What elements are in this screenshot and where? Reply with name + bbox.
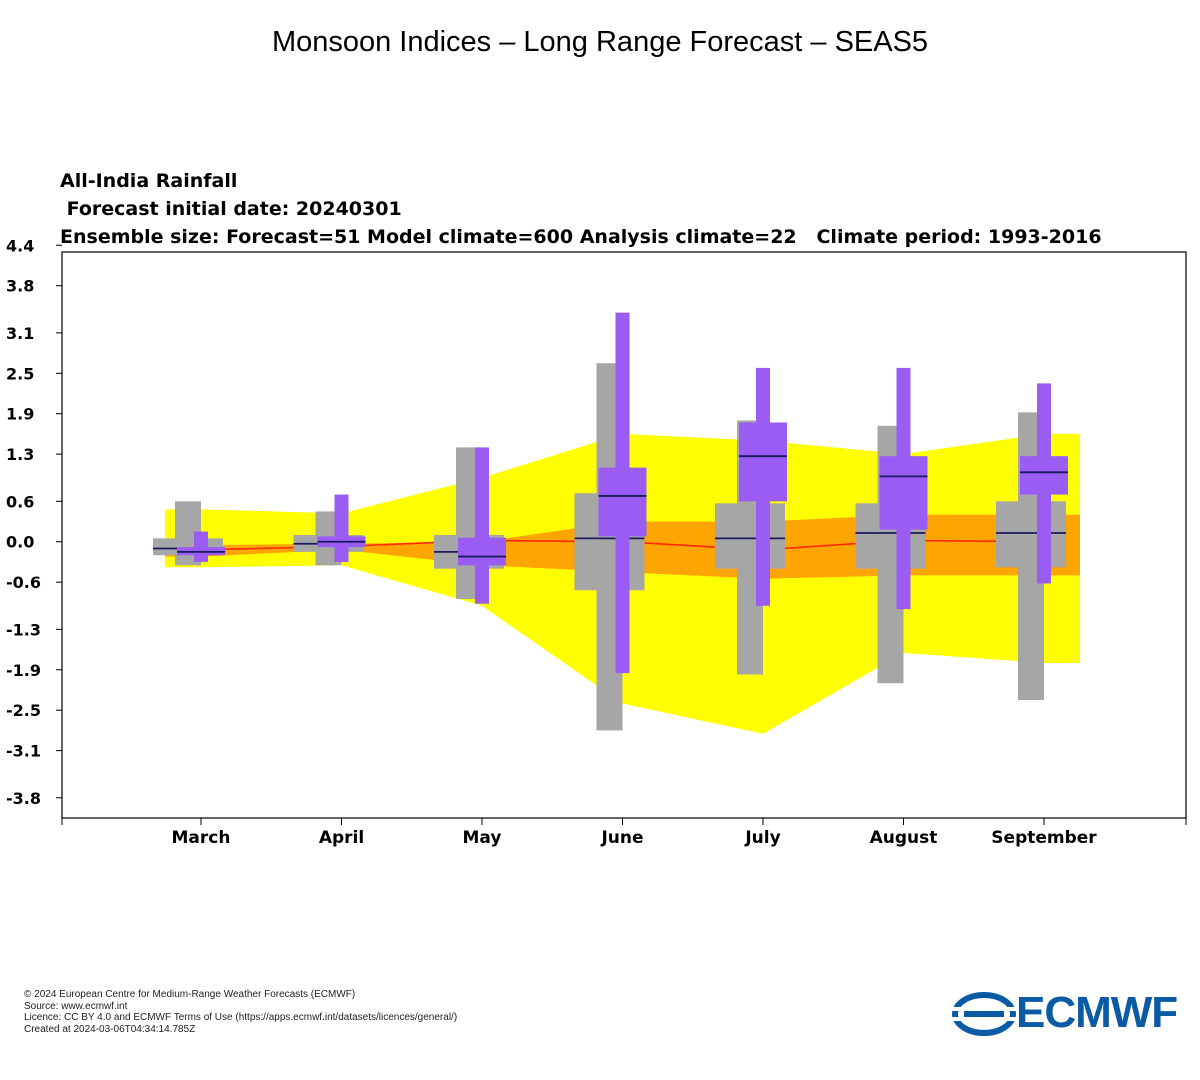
forecast-box-3: [598, 467, 647, 537]
footer-copyright: © 2024 European Centre for Medium-Range …: [24, 989, 356, 1000]
y-tick-label-1: 3.8: [6, 277, 34, 296]
footer: © 2024 European Centre for Medium-Range …: [24, 989, 457, 1035]
forecast-box-2: [458, 537, 506, 566]
y-tick-label-2: 3.1: [6, 324, 34, 343]
forecast-box-4: [739, 422, 787, 502]
y-tick-label-3: 2.5: [6, 364, 34, 383]
page-title: Monsoon Indices – Long Range Forecast – …: [271, 26, 929, 58]
footer-licence: Licence: CC BY 4.0 and ECMWF Terms of Us…: [24, 1012, 458, 1023]
x-tick-label-4: July: [744, 828, 780, 848]
forecast-whisker-1: [334, 494, 349, 562]
forecast-whisker-2: [475, 447, 489, 604]
x-tick-label-0: March: [172, 828, 231, 848]
y-tick-label-6: 0.6: [6, 492, 34, 511]
forecast-box-6: [1020, 456, 1068, 495]
x-tick-label-5: August: [870, 828, 938, 848]
ecmwf-logo-text: ECMWF: [1016, 988, 1178, 1037]
y-tick-label-7: 0.0: [6, 533, 34, 552]
forecast-date: Forecast initial date: 20240301: [60, 198, 402, 220]
footer-source: Source: www.ecmwf.int: [24, 1000, 128, 1012]
forecast-box-5: [879, 456, 928, 530]
x-tick-label-2: May: [463, 828, 502, 848]
ecmwf-logo-icon: [952, 992, 1016, 1036]
ensemble-info: Ensemble size: Forecast=51 Model climate…: [60, 226, 1102, 248]
x-tick-label-3: June: [600, 828, 643, 848]
y-tick-label-12: -3.1: [6, 742, 41, 761]
forecast-whisker-0: [194, 531, 208, 562]
footer-created: Created at 2024-03-06T04:34:14.785Z: [24, 1023, 196, 1035]
y-tick-label-11: -2.5: [6, 701, 41, 720]
model-climate-box-4: [715, 503, 785, 569]
chart-title: All-India Rainfall: [60, 170, 238, 192]
y-tick-label-0: 4.4: [6, 236, 34, 255]
x-tick-label-6: September: [991, 828, 1097, 848]
model-climate-box-6: [996, 501, 1066, 568]
y-tick-label-10: -1.9: [6, 661, 41, 680]
y-tick-label-5: 1.3: [6, 445, 34, 464]
x-tick-label-1: April: [319, 828, 364, 848]
y-tick-label-9: -1.3: [6, 620, 41, 639]
y-tick-label-8: -0.6: [6, 573, 41, 592]
y-tick-label-4: 1.9: [6, 405, 34, 424]
y-tick-label-13: -3.8: [6, 789, 41, 808]
